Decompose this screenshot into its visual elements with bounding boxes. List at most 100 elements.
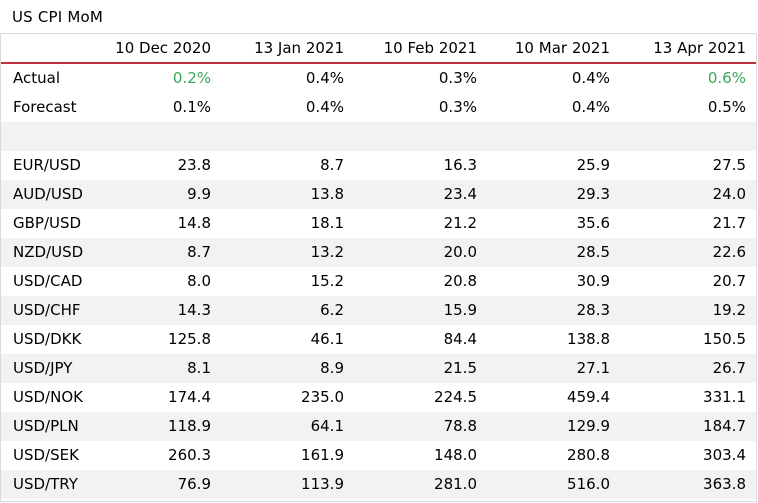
table-title: US CPI MoM — [12, 8, 104, 26]
pair-value: 84.4 — [443, 330, 477, 348]
pair-value: 64.1 — [221, 412, 354, 441]
forecast-value: 0.3% — [438, 98, 477, 116]
pair-value: 6.2 — [221, 296, 354, 325]
pair-label: USD/DKK — [13, 330, 82, 348]
pair-value: 20.0 — [354, 238, 487, 267]
header-date: 10 Dec 2020 — [98, 34, 221, 64]
pair-label: GBP/USD — [13, 214, 82, 232]
pair-value: 125.8 — [168, 330, 211, 348]
header-date: 13 Jan 2021 — [221, 34, 354, 64]
header-date: 13 Apr 2021 — [620, 34, 756, 64]
pair-value: 78.8 — [354, 412, 487, 441]
spacer-row — [1, 122, 756, 151]
pair-value: 148.0 — [434, 446, 477, 464]
spacer-cell — [620, 122, 756, 151]
table-row: USD/CHF 14.3 6.2 15.9 28.3 19.2 — [1, 296, 756, 325]
row-label: Forecast — [13, 98, 77, 116]
forecast-value: 0.4% — [571, 98, 610, 116]
pair-value: 28.5 — [487, 238, 620, 267]
pair-value: 15.2 — [310, 272, 344, 290]
pair-value: 19.2 — [620, 296, 756, 325]
actual-value: 0.6% — [707, 69, 746, 87]
pair-value: 16.3 — [443, 156, 477, 174]
pair-value: 15.9 — [354, 296, 487, 325]
pair-label: USD/CAD — [13, 272, 83, 290]
pair-value: 24.0 — [620, 180, 756, 209]
table-row: USD/PLN 118.9 64.1 78.8 129.9 184.7 — [1, 412, 756, 441]
pair-value: 29.3 — [487, 180, 620, 209]
pair-value: 23.4 — [354, 180, 487, 209]
pair-value: 21.7 — [712, 214, 746, 232]
pair-value: 303.4 — [703, 446, 746, 464]
cpi-table: 10 Dec 2020 13 Jan 2021 10 Feb 2021 10 M… — [1, 34, 756, 499]
header-corner — [1, 34, 98, 64]
pair-value: 35.6 — [576, 214, 610, 232]
pair-label: USD/SEK — [13, 446, 79, 464]
pair-value: 46.1 — [310, 330, 344, 348]
pair-value: 235.0 — [301, 388, 344, 406]
pair-value: 26.7 — [620, 354, 756, 383]
table-row: AUD/USD 9.9 13.8 23.4 29.3 24.0 — [1, 180, 756, 209]
pair-value: 14.8 — [177, 214, 211, 232]
header-row: 10 Dec 2020 13 Jan 2021 10 Feb 2021 10 M… — [1, 34, 756, 64]
pair-label: AUD/USD — [1, 180, 98, 209]
pair-value: 138.8 — [567, 330, 610, 348]
pair-value: 25.9 — [576, 156, 610, 174]
cpi-table-container: 10 Dec 2020 13 Jan 2021 10 Feb 2021 10 M… — [0, 33, 757, 502]
pair-value: 8.7 — [98, 238, 221, 267]
pair-value: 23.8 — [177, 156, 211, 174]
pair-value: 13.8 — [221, 180, 354, 209]
spacer-cell — [354, 122, 487, 151]
pair-value: 8.7 — [320, 156, 344, 174]
pair-value: 27.1 — [487, 354, 620, 383]
pair-value: 363.8 — [620, 470, 756, 499]
pair-value: 118.9 — [98, 412, 221, 441]
forecast-row: Forecast 0.1% 0.4% 0.3% 0.4% 0.5% — [1, 93, 756, 122]
pair-value: 20.8 — [443, 272, 477, 290]
spacer-cell — [98, 122, 221, 151]
table-row: USD/JPY 8.1 8.9 21.5 27.1 26.7 — [1, 354, 756, 383]
pair-value: 28.3 — [487, 296, 620, 325]
pair-label: USD/JPY — [1, 354, 98, 383]
pair-value: 224.5 — [434, 388, 477, 406]
header-date: 10 Mar 2021 — [487, 34, 620, 64]
pair-value: 8.1 — [98, 354, 221, 383]
pair-value: 21.2 — [443, 214, 477, 232]
pair-value: 129.9 — [487, 412, 620, 441]
spacer-cell — [1, 122, 98, 151]
table-row: NZD/USD 8.7 13.2 20.0 28.5 22.6 — [1, 238, 756, 267]
pair-value: 150.5 — [703, 330, 746, 348]
pair-value: 9.9 — [98, 180, 221, 209]
actual-value: 0.3% — [438, 69, 477, 87]
pair-label: USD/NOK — [13, 388, 83, 406]
pair-value: 27.5 — [712, 156, 746, 174]
pair-label: NZD/USD — [1, 238, 98, 267]
pair-value: 21.5 — [354, 354, 487, 383]
actual-value: 0.2% — [172, 69, 211, 87]
pair-value: 18.1 — [310, 214, 344, 232]
pair-value: 13.2 — [221, 238, 354, 267]
pair-value: 76.9 — [98, 470, 221, 499]
table-row: EUR/USD 23.8 8.7 16.3 25.9 27.5 — [1, 151, 756, 180]
spacer-cell — [487, 122, 620, 151]
table-row: USD/DKK 125.8 46.1 84.4 138.8 150.5 — [1, 325, 756, 354]
row-label: Actual — [13, 69, 60, 87]
table-row: USD/SEK 260.3 161.9 148.0 280.8 303.4 — [1, 441, 756, 470]
pair-value: 8.0 — [187, 272, 211, 290]
pair-value: 174.4 — [168, 388, 211, 406]
pair-value: 280.8 — [567, 446, 610, 464]
pair-value: 30.9 — [576, 272, 610, 290]
pair-value: 260.3 — [168, 446, 211, 464]
pair-label: EUR/USD — [13, 156, 81, 174]
pair-value: 516.0 — [487, 470, 620, 499]
forecast-value: 0.4% — [305, 98, 344, 116]
pair-value: 281.0 — [354, 470, 487, 499]
pair-value: 14.3 — [98, 296, 221, 325]
pair-value: 184.7 — [620, 412, 756, 441]
table-row: USD/CAD 8.0 15.2 20.8 30.9 20.7 — [1, 267, 756, 296]
pair-value: 113.9 — [221, 470, 354, 499]
actual-row: Actual 0.2% 0.4% 0.3% 0.4% 0.6% — [1, 63, 756, 93]
pair-value: 22.6 — [620, 238, 756, 267]
forecast-value: 0.5% — [707, 98, 746, 116]
pair-value: 20.7 — [712, 272, 746, 290]
